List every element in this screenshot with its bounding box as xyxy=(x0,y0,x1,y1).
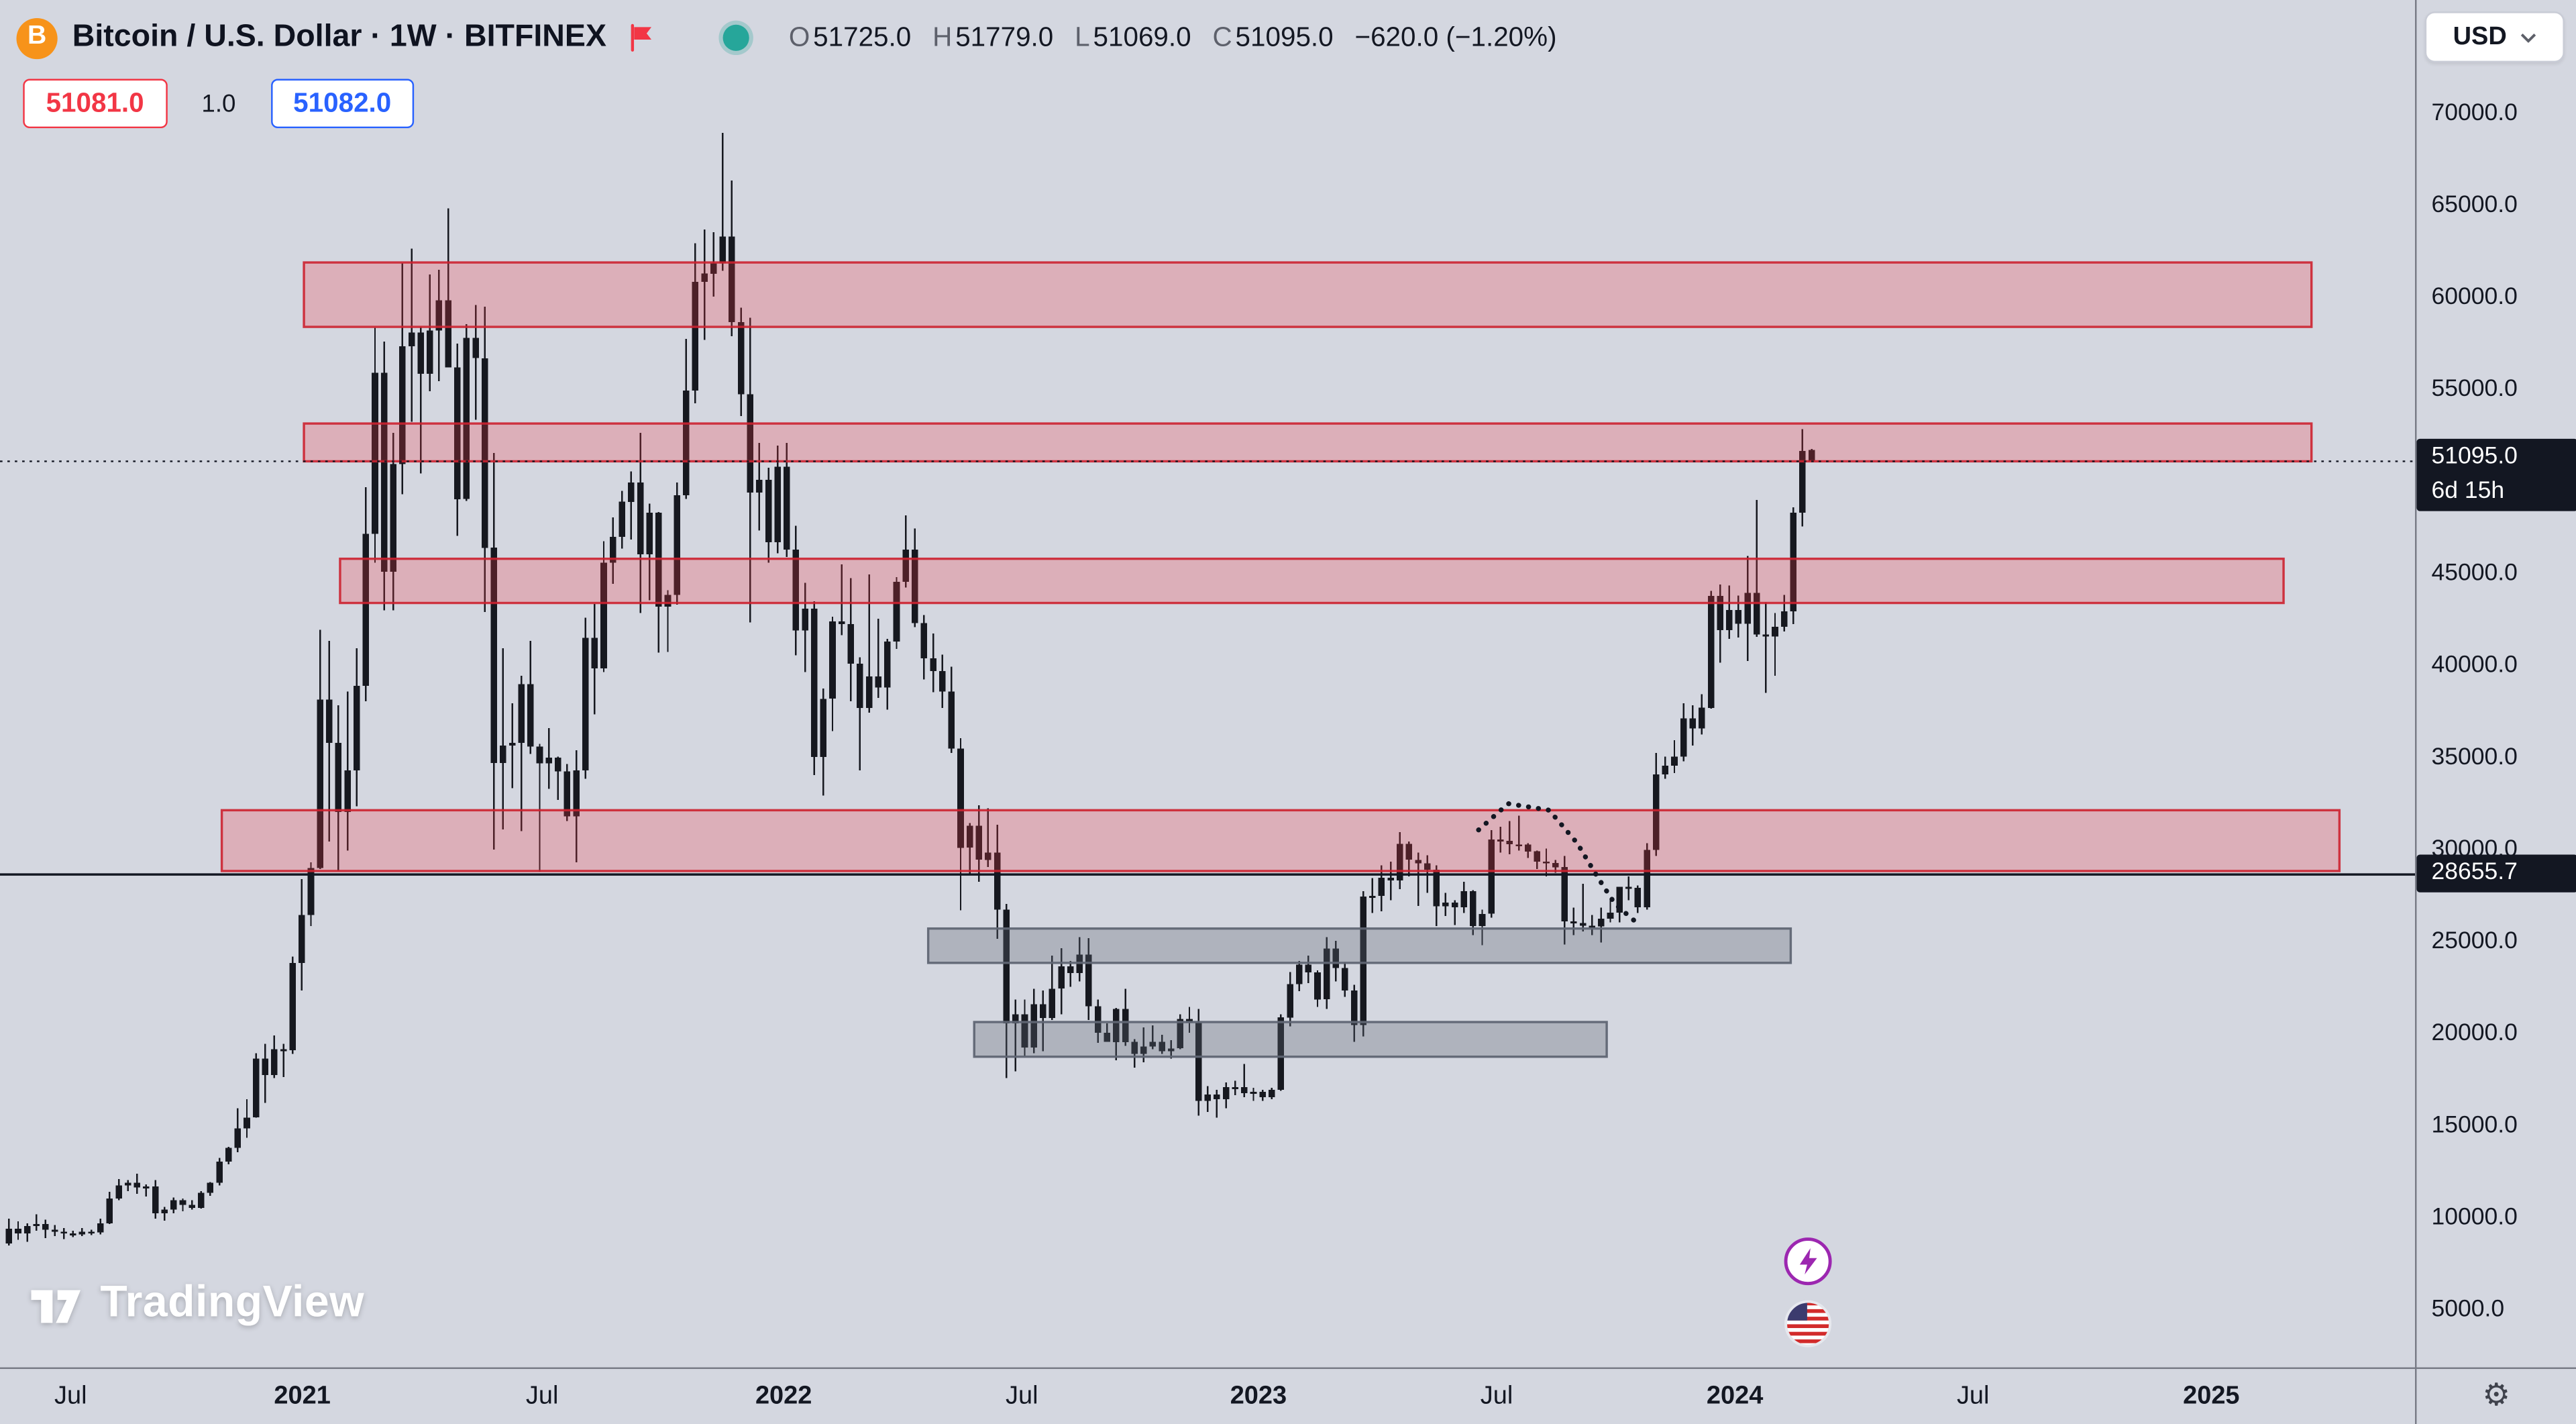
time-axis-label: 2025 xyxy=(2183,1382,2240,1411)
flag-icon[interactable] xyxy=(628,23,656,52)
price-axis-label: 40000.0 xyxy=(2431,652,2518,678)
time-axis-label: Jul xyxy=(1005,1382,1038,1411)
bitcoin-logo-letter: B xyxy=(27,22,47,50)
price-axis-label: 70000.0 xyxy=(2431,99,2518,126)
candles xyxy=(5,132,1815,1245)
time-axis-label: Jul xyxy=(1480,1382,1513,1411)
price-axis-separator xyxy=(2415,0,2417,1424)
candlestick-chart[interactable] xyxy=(0,0,2416,1368)
watermark-text: TradingView xyxy=(100,1276,365,1326)
zone-support-19k[interactable] xyxy=(973,1021,1608,1058)
time-axis-label: 2023 xyxy=(1230,1382,1287,1411)
close-label: C xyxy=(1212,22,1232,52)
price-axis-label: 20000.0 xyxy=(2431,1019,2518,1046)
time-axis-separator xyxy=(0,1367,2576,1370)
price-axis-label: 10000.0 xyxy=(2431,1203,2518,1231)
price-tag: 51095.0 6d 15h xyxy=(2416,438,2576,511)
lightning-idea-icon[interactable] xyxy=(1782,1236,1833,1287)
spread-value: 1.0 xyxy=(201,89,236,118)
zone-supply-60k[interactable] xyxy=(303,261,2313,328)
time-axis-label: 2022 xyxy=(755,1382,812,1411)
ohlc-readout: O 51725.0 H 51779.0 L 51069.0 C 51095.0 −620… xyxy=(789,22,1557,54)
price-axis-label: 25000.0 xyxy=(2431,927,2518,954)
buy-price-button[interactable]: 51082.0 xyxy=(270,79,415,129)
symbol-title[interactable]: Bitcoin / U.S. Dollar · 1W · BITFINEX xyxy=(72,19,606,54)
high-label: H xyxy=(932,22,953,52)
currency-selector[interactable]: USD xyxy=(2424,11,2565,63)
time-axis-label: Jul xyxy=(54,1382,87,1411)
time-axis-label: 2021 xyxy=(274,1382,331,1411)
low-label: L xyxy=(1075,22,1090,52)
time-axis-label: Jul xyxy=(525,1382,559,1411)
chevron-down-icon xyxy=(2520,32,2536,42)
axis-settings-corner: ⚙ xyxy=(2416,1369,2576,1424)
tradingview-watermark: TradingView xyxy=(26,1272,364,1331)
zone-supply-52k[interactable] xyxy=(303,422,2313,463)
price-axis-label: 45000.0 xyxy=(2431,559,2518,587)
high-value: 51779.0 xyxy=(955,22,1054,52)
tradingview-logo-icon xyxy=(31,1290,81,1323)
currency-label: USD xyxy=(2453,22,2507,50)
price-tag: 28655.7 xyxy=(2416,854,2576,893)
settings-gear-icon[interactable]: ⚙ xyxy=(2482,1379,2511,1414)
us-flag-icon[interactable] xyxy=(1782,1299,1833,1350)
idea-markers xyxy=(1782,1236,1833,1350)
price-axis-label: 65000.0 xyxy=(2431,191,2518,218)
chart-area[interactable]: B Bitcoin / U.S. Dollar · 1W · BITFINEX … xyxy=(0,0,2416,1368)
zone-support-25k[interactable] xyxy=(926,927,1792,964)
open-value: 51725.0 xyxy=(813,22,912,52)
change-value: −620.0 (−1.20%) xyxy=(1354,22,1557,52)
zone-supply-44k[interactable] xyxy=(339,557,2285,605)
bid-ask-panel: 51081.0 1.0 51082.0 xyxy=(23,79,415,129)
price-axis-label: 35000.0 xyxy=(2431,744,2518,770)
price-axis-label: 55000.0 xyxy=(2431,375,2518,402)
time-axis[interactable]: Jul 2021 Jul 2022 Jul 2023 Jul 2024 Jul 2025 xyxy=(0,1369,2415,1424)
zone-supply-30k[interactable] xyxy=(220,809,2341,872)
time-axis-label: 2024 xyxy=(1706,1382,1764,1411)
low-value: 51069.0 xyxy=(1093,22,1191,52)
price-axis-label: 60000.0 xyxy=(2431,283,2518,310)
price-axis[interactable]: USD 70000.065000.060000.055000.050000.04… xyxy=(2416,0,2576,1368)
time-axis-label: Jul xyxy=(1956,1382,1990,1411)
close-value: 51095.0 xyxy=(1235,22,1334,52)
data-status-dot-icon[interactable] xyxy=(722,24,750,51)
bitcoin-logo-icon: B xyxy=(16,17,58,58)
sell-price-button[interactable]: 51081.0 xyxy=(23,79,167,129)
chart-legend: B Bitcoin / U.S. Dollar · 1W · BITFINEX … xyxy=(16,11,1557,64)
price-axis-label: 5000.0 xyxy=(2431,1296,2505,1323)
dotted-curve-drawing[interactable] xyxy=(1476,801,1642,928)
open-label: O xyxy=(788,22,810,52)
price-axis-label: 15000.0 xyxy=(2431,1111,2518,1138)
